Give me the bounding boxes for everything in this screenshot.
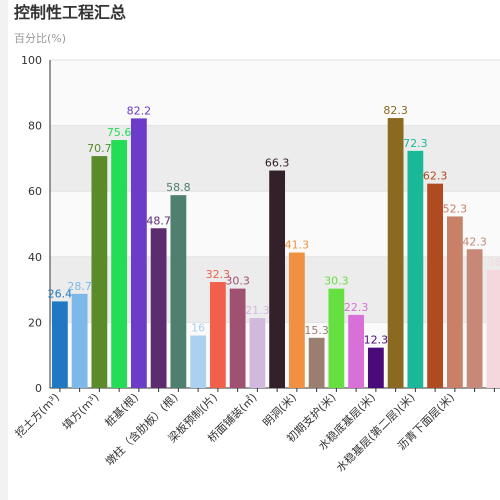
bar: [150, 228, 167, 388]
bar: [170, 195, 187, 388]
value-label: 12.3: [364, 334, 389, 347]
side-strip: [0, 0, 8, 500]
value-label: 15.3: [304, 324, 329, 337]
bar: [367, 347, 384, 388]
value-label: 58.8: [166, 181, 191, 194]
bar: [407, 150, 424, 388]
bar: [249, 318, 266, 388]
y-tick-label: 40: [28, 251, 42, 264]
value-label: 30.3: [324, 275, 349, 288]
value-label: 82.2: [127, 104, 152, 117]
value-label: 30.3: [225, 275, 250, 288]
bar: [288, 252, 305, 388]
bar: [308, 337, 325, 388]
value-label: 21.3: [245, 304, 270, 317]
bar: [190, 335, 207, 388]
x-tick-label: 填方(m³): [59, 390, 101, 432]
bar: [209, 282, 226, 388]
value-label: 16: [191, 322, 205, 335]
x-tick-label: 桩基(根): [102, 390, 141, 429]
y-tick-label: 80: [28, 120, 42, 133]
bar: [111, 140, 128, 388]
value-label: 70.7: [87, 142, 112, 155]
y-tick-label: 20: [28, 316, 42, 329]
bar: [269, 170, 286, 388]
bar: [427, 183, 444, 388]
value-label: 26.4: [48, 287, 73, 300]
chart-subtitle: 百分比(%): [14, 32, 66, 45]
value-label: 66.3: [265, 157, 290, 170]
value-label: 72.3: [403, 137, 428, 150]
x-tick-label: 水稳基层(第二层)(米): [333, 390, 417, 474]
bar: [446, 216, 463, 388]
y-tick-label: 60: [28, 185, 42, 198]
bar: [71, 293, 88, 388]
bar: [387, 118, 404, 388]
bar: [328, 288, 345, 388]
value-label: 22.3: [344, 301, 369, 314]
bar: [466, 249, 483, 388]
value-label: 75.6: [107, 126, 132, 139]
y-tick-label: 0: [35, 382, 42, 395]
bar: [229, 288, 246, 388]
grid-band: [50, 60, 500, 126]
value-label: 82.3: [383, 104, 408, 117]
x-tick-label: 明洞(米): [260, 391, 299, 430]
bar: [130, 118, 147, 388]
x-tick-label: 墩柱（含肋板）(根): [102, 390, 180, 468]
bar: [91, 156, 108, 388]
value-label: 32.3: [206, 268, 231, 281]
bar: [348, 314, 365, 388]
y-tick-label: 100: [21, 54, 42, 67]
value-label: 52.3: [443, 202, 468, 215]
value-label: 36: [487, 256, 500, 269]
x-tick-label: 挖土方(m³): [12, 390, 62, 440]
value-label: 62.3: [423, 170, 448, 183]
value-label: 48.7: [146, 214, 171, 227]
value-label: 42.3: [462, 235, 487, 248]
value-label: 28.7: [67, 280, 92, 293]
bar: [486, 269, 500, 388]
bar: [51, 301, 68, 388]
value-label: 41.3: [285, 239, 310, 252]
chart-title: 控制性工程汇总: [14, 3, 126, 22]
